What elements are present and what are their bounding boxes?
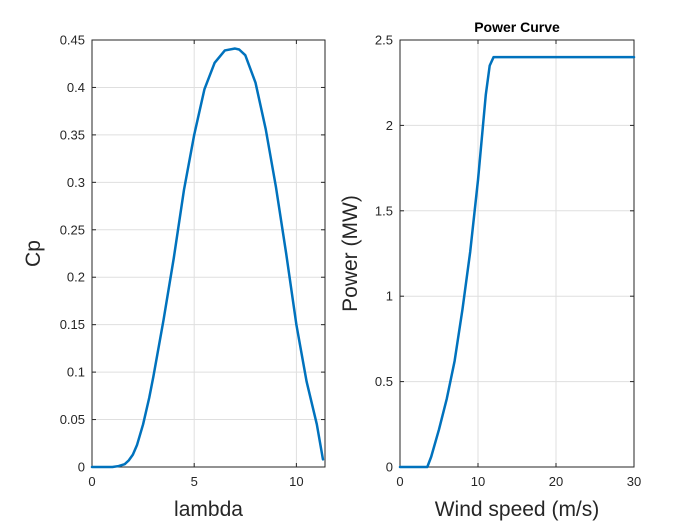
y-tick-label: 0.05: [60, 412, 85, 427]
y-tick-label: 0: [386, 460, 393, 475]
x-tick-label: 5: [191, 474, 198, 489]
series-line: [398, 55, 636, 469]
chart-1: 0 5 10 0 0.05 0.1 0.15 0.2 0.25 0.3 0.35 0.4 0.45 lam…: [22, 33, 326, 521]
x-tick-label: 0: [396, 474, 403, 489]
y-tick-label: 0.15: [60, 317, 85, 332]
y-tick-label: 0.4: [67, 80, 85, 95]
chart-2: 0 10 20 30 0 0.5 1 1.5 2 2.5 Wind speed (m/s) Power…: [339, 19, 641, 521]
x-tick-label: 10: [471, 474, 485, 489]
x-tick-label: 10: [289, 474, 303, 489]
y-tick-label: 0: [78, 460, 85, 475]
y-tick-label: 0.45: [60, 33, 85, 48]
x-axis-label: Wind speed (m/s): [435, 498, 600, 521]
plot-area-border: [91, 39, 326, 468]
y-tick-label: 0.1: [67, 365, 85, 380]
y-tick-label: 0.5: [375, 374, 393, 389]
x-tick-label: 30: [627, 474, 641, 489]
y-tick-label: 0.3: [67, 175, 85, 190]
x-tick-label: 20: [549, 474, 563, 489]
y-axis-label: Cp: [22, 240, 45, 267]
y-tick-label: 0.35: [60, 127, 85, 142]
plot-area-border: [399, 39, 635, 468]
y-axis-label: Power (MW): [339, 195, 362, 312]
y-tick-label: 2.5: [375, 33, 393, 48]
x-tick-label: 0: [88, 474, 95, 489]
chart-title: Power Curve: [474, 19, 560, 35]
x-axis-label: lambda: [174, 498, 243, 521]
y-tick-label: 1.5: [375, 203, 393, 218]
y-tick-label: 0.25: [60, 222, 85, 237]
y-tick-label: 0.2: [67, 270, 85, 285]
series-line: [90, 47, 325, 469]
y-tick-label: 2: [386, 118, 393, 133]
y-tick-label: 1: [386, 289, 393, 304]
